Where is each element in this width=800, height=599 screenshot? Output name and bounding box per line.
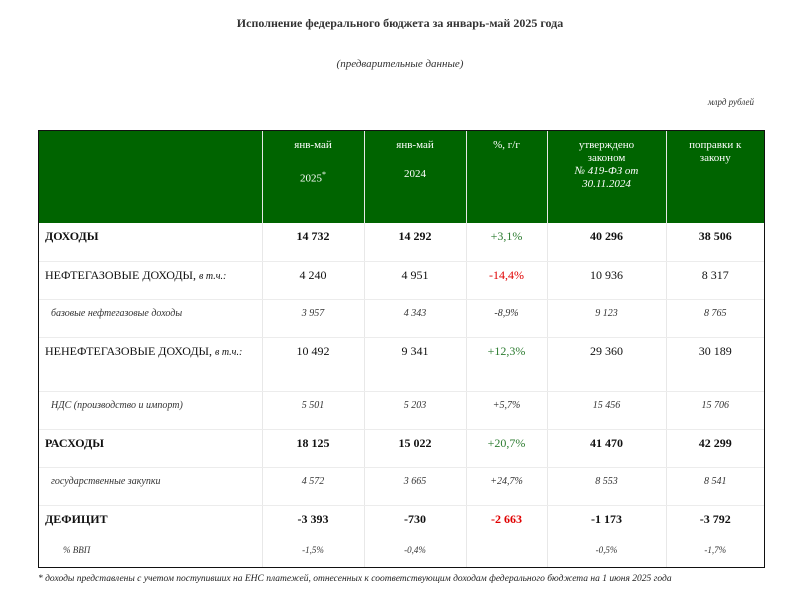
table-row: % ВВП -1,5% -0,4% -0,5% -1,7% [39, 535, 764, 567]
cell-2025: 18 125 [262, 429, 365, 468]
header-text: № 419-ФЗ от [574, 165, 639, 177]
header-text: янв-май [396, 139, 434, 151]
table-row: НДС (производство и импорт) 5 501 5 203 … [39, 391, 764, 430]
cell-2025: 10 492 [262, 337, 365, 392]
cell-amend: 15 706 [666, 391, 764, 430]
cell-amend: 8 765 [666, 299, 764, 338]
cell-amend: 38 506 [666, 223, 764, 262]
header-text: поправки к [689, 139, 742, 151]
cell-yoy: -14,4% [466, 261, 548, 300]
cell-law: -1 173 [547, 505, 667, 535]
header-text: утверждено [578, 139, 635, 151]
cell-law: 29 360 [547, 337, 667, 392]
header-text: янв-май [294, 139, 332, 151]
cell-law: 9 123 [547, 299, 667, 338]
units-label: млрд рублей [707, 97, 754, 107]
cell-2025: -3 393 [262, 505, 365, 535]
header-text: 2025 [300, 172, 322, 185]
row-label: ДОХОДЫ [39, 223, 263, 262]
cell-law: 8 553 [547, 467, 667, 506]
row-label: НДС (производство и импорт) [39, 391, 263, 430]
page-subtitle: (предварительные данные) [336, 58, 464, 70]
header-amendments: поправки к закону [666, 131, 764, 223]
cell-yoy [466, 535, 548, 567]
header-label-column [39, 131, 263, 223]
table-row: ДОХОДЫ 14 732 14 292 +3,1% 40 296 38 506 [39, 223, 764, 262]
cell-2025: 4 572 [262, 467, 365, 506]
cell-law: 41 470 [547, 429, 667, 468]
header-text: законом [587, 152, 626, 164]
table-row: НЕФТЕГАЗОВЫЕ ДОХОДЫ, в т.ч.: 4 240 4 951… [39, 261, 764, 300]
table-row: ДЕФИЦИТ -3 393 -730 -2 663 -1 173 -3 792 [39, 505, 764, 535]
page-title: Исполнение федерального бюджета за январ… [236, 16, 564, 30]
cell-2024: 15 022 [364, 429, 467, 468]
row-label: НЕНЕФТЕГАЗОВЫЕ ДОХОДЫ, в т.ч.: [39, 337, 263, 392]
cell-2024: 5 203 [364, 391, 467, 430]
header-text: 30.11.2024 [582, 178, 631, 190]
cell-amend: 30 189 [666, 337, 764, 392]
cell-2025: 5 501 [262, 391, 365, 430]
header-jan-may-2024: янв-май 2024 [364, 131, 467, 223]
cell-law: -0,5% [547, 535, 667, 567]
cell-2024: 4 343 [364, 299, 467, 338]
cell-yoy: +24,7% [466, 467, 548, 506]
row-label: ДЕФИЦИТ [39, 505, 263, 535]
header-text: закону [699, 152, 731, 164]
header-approved-law: утверждено законом № 419-ФЗ от 30.11.202… [547, 131, 667, 223]
cell-2025: -1,5% [262, 535, 365, 567]
cell-2024: 3 665 [364, 467, 467, 506]
table-row: государственные закупки 4 572 3 665 +24,… [39, 467, 764, 506]
row-label: РАСХОДЫ [39, 429, 263, 468]
cell-law: 10 936 [547, 261, 667, 300]
row-label: % ВВП [39, 535, 263, 567]
table-row: базовые нефтегазовые доходы 3 957 4 343 … [39, 299, 764, 338]
cell-2024: -0,4% [364, 535, 467, 567]
cell-2025: 4 240 [262, 261, 365, 300]
footnote: * доходы представлены с учетом поступивш… [38, 574, 672, 584]
row-label: государственные закупки [39, 467, 263, 506]
budget-table: янв-май 2025* янв-май 2024 %, г/г утверж… [38, 130, 765, 568]
cell-law: 40 296 [547, 223, 667, 262]
cell-yoy: +12,3% [466, 337, 548, 392]
cell-yoy: -8,9% [466, 299, 548, 338]
cell-2025: 3 957 [262, 299, 365, 338]
cell-yoy: +3,1% [466, 223, 548, 262]
cell-2024: 4 951 [364, 261, 467, 300]
cell-2024: 9 341 [364, 337, 467, 392]
cell-2024: 14 292 [364, 223, 467, 262]
table-row: РАСХОДЫ 18 125 15 022 +20,7% 41 470 42 2… [39, 429, 764, 468]
cell-2024: -730 [364, 505, 467, 535]
header-yoy: %, г/г [466, 131, 548, 223]
cell-amend: 8 541 [666, 467, 764, 506]
cell-amend: -1,7% [704, 545, 727, 555]
cell-yoy: +5,7% [466, 391, 548, 430]
cell-yoy: -2 663 [466, 505, 548, 535]
cell-law: 15 456 [547, 391, 667, 430]
cell-amend: -3 792 [699, 511, 731, 526]
cell-2025: 14 732 [262, 223, 365, 262]
cell-yoy: +20,7% [466, 429, 548, 468]
cell-amend: 42 299 [666, 429, 764, 468]
header-jan-may-2025: янв-май 2025* [262, 131, 365, 223]
cell-amend: 8 317 [666, 261, 764, 300]
header-text: %, г/г [493, 139, 520, 151]
row-label: базовые нефтегазовые доходы [39, 299, 263, 338]
table-row: НЕНЕФТЕГАЗОВЫЕ ДОХОДЫ, в т.ч.: 10 492 9 … [39, 337, 764, 392]
row-label: НЕФТЕГАЗОВЫЕ ДОХОДЫ, в т.ч.: [39, 261, 263, 300]
footnote-mark: * [322, 170, 326, 179]
table-header: янв-май 2025* янв-май 2024 %, г/г утверж… [39, 131, 764, 223]
header-text: 2024 [404, 168, 426, 180]
